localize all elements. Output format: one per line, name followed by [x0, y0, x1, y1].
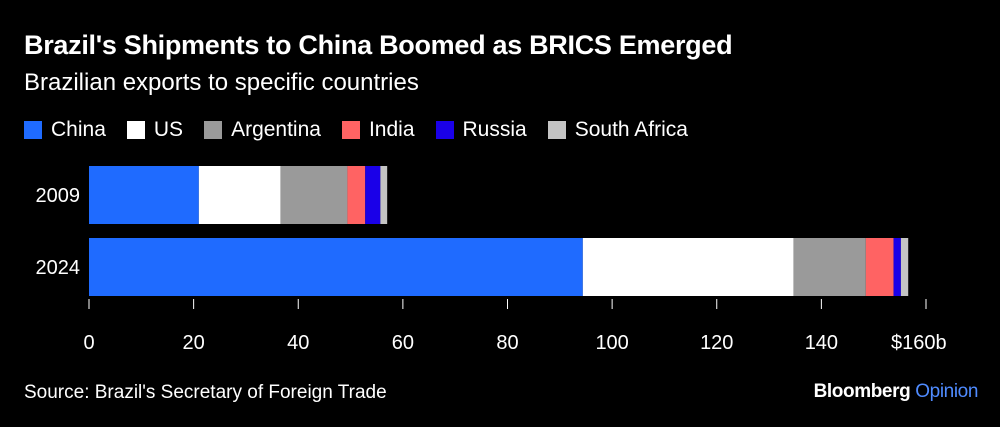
category-label: 2024 — [36, 257, 81, 279]
legend-label: China — [51, 118, 106, 141]
bar-2009-south-africa — [380, 166, 388, 224]
chart-title: Brazil's Shipments to China Boomed as BR… — [24, 30, 733, 60]
legend: China US Argentina India Russia South Africa — [24, 118, 709, 142]
legend-label: Argentina — [231, 118, 321, 141]
x-tick-label: 20 — [183, 332, 205, 354]
bar-2009-russia — [365, 166, 381, 224]
legend-item-argentina: Argentina — [204, 118, 321, 142]
bar-2009-india — [347, 166, 366, 224]
bar-2009-china — [89, 166, 199, 224]
legend-item-south-africa: South Africa — [547, 118, 688, 142]
source-note: Source: Brazil's Secretary of Foreign Tr… — [24, 382, 387, 403]
legend-swatch — [126, 121, 145, 139]
x-tick-label: 140 — [805, 332, 838, 354]
legend-swatch — [547, 121, 566, 139]
bar-2024-russia — [893, 238, 901, 296]
bar-2024-south-africa — [900, 238, 909, 296]
brand-logo: Bloomberg Opinion — [813, 381, 979, 403]
legend-label: Russia — [462, 118, 527, 141]
x-tick-label: 0 — [83, 332, 94, 354]
legend-item-us: US — [126, 118, 184, 142]
brand-main: Bloomberg — [813, 381, 911, 402]
x-tick-label: 80 — [496, 332, 518, 354]
legend-item-china: China — [24, 118, 106, 142]
x-tick-label: $160b — [891, 332, 947, 354]
x-tick-label: 40 — [287, 332, 309, 354]
legend-item-india: India — [341, 118, 415, 142]
legend-label: US — [153, 118, 184, 141]
chart-subtitle: Brazilian exports to specific countries — [24, 69, 419, 96]
bar-2024-us — [582, 238, 794, 296]
x-tick-label: 120 — [700, 332, 733, 354]
x-tick-label: 60 — [392, 332, 414, 354]
bar-2024-argentina — [793, 238, 866, 296]
bar-2024-china — [89, 238, 583, 296]
bar-2009-argentina — [280, 166, 348, 224]
bar-2009-us — [198, 166, 281, 224]
legend-label: South Africa — [574, 118, 688, 141]
legend-swatch — [24, 121, 42, 139]
legend-label: India — [368, 118, 415, 141]
category-label: 2009 — [36, 185, 81, 207]
bar-2024-india — [865, 238, 894, 296]
brand-accent: Opinion — [915, 381, 978, 402]
legend-swatch — [341, 121, 360, 139]
x-tick-label: 100 — [595, 332, 628, 354]
legend-swatch — [435, 121, 454, 139]
legend-swatch — [204, 121, 223, 139]
legend-item-russia: Russia — [435, 118, 527, 142]
